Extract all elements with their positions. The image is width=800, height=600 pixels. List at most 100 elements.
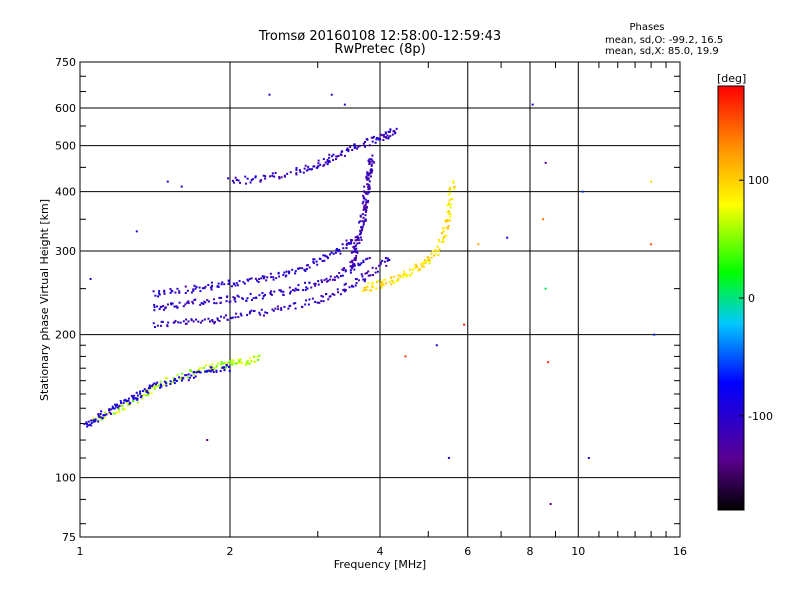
echo-point <box>181 372 184 375</box>
echo-point <box>87 420 90 423</box>
echo-point <box>448 192 451 195</box>
echo-point <box>280 176 283 179</box>
echo-point <box>254 277 257 280</box>
echo-point <box>262 277 265 280</box>
colorbar-tick-label: 100 <box>748 174 769 187</box>
echo-point <box>215 365 218 368</box>
echo-point <box>283 305 286 308</box>
colorbar-label: [deg] <box>717 72 746 85</box>
echo-point <box>397 277 400 280</box>
echo-point <box>367 159 370 162</box>
echo-point <box>160 384 163 387</box>
echo-point <box>219 315 222 318</box>
echo-point <box>207 283 210 286</box>
echo-point <box>544 161 547 164</box>
echo-point <box>158 292 161 295</box>
echo-point <box>301 306 304 309</box>
x-tick-label: 1 <box>77 545 84 558</box>
echo-point <box>153 386 156 389</box>
echo-point <box>110 408 113 411</box>
echo-point <box>282 273 285 276</box>
echo-point <box>122 402 125 405</box>
echo-point <box>443 234 446 237</box>
echo-point <box>353 264 356 267</box>
echo-point <box>273 175 276 178</box>
echo-point <box>277 272 280 275</box>
echo-point <box>198 370 201 373</box>
echo-point <box>367 186 370 189</box>
echo-point <box>170 302 173 305</box>
echo-point <box>544 287 547 290</box>
echo-point <box>104 411 107 414</box>
echo-point <box>339 252 342 255</box>
echo-point <box>356 235 359 238</box>
echo-point <box>385 264 388 267</box>
echo-point <box>207 300 210 303</box>
echo-point <box>327 279 330 282</box>
echo-point <box>260 308 263 311</box>
echo-point <box>173 305 176 308</box>
echo-point <box>200 367 203 370</box>
echo-point <box>354 236 357 239</box>
echo-point <box>435 344 438 347</box>
echo-point <box>353 268 356 271</box>
echo-point <box>139 392 142 395</box>
echo-point <box>160 320 163 323</box>
echo-point <box>295 173 298 176</box>
echo-point <box>446 204 449 207</box>
echo-point <box>127 397 130 400</box>
chart-title: Tromsø 20160108 12:58:00-12:59:43 <box>258 29 501 44</box>
echo-point <box>151 383 154 386</box>
echo-point <box>210 288 213 291</box>
echo-point <box>227 361 230 364</box>
echo-point <box>156 305 159 308</box>
echo-point <box>379 261 382 264</box>
echo-point <box>161 320 164 323</box>
echo-point <box>351 263 354 266</box>
echo-point <box>169 383 172 386</box>
chart-subtitle: RwPretec (8p) <box>334 42 425 57</box>
echo-point <box>256 279 259 282</box>
echo-point <box>173 321 176 324</box>
echo-point <box>288 305 291 308</box>
echo-point <box>190 291 193 294</box>
echo-point <box>362 200 365 203</box>
echo-point <box>365 191 368 194</box>
echo-point <box>366 172 369 175</box>
echo-point <box>311 297 314 300</box>
echo-point <box>162 383 165 386</box>
echo-point <box>375 267 378 270</box>
echo-point <box>307 264 310 267</box>
echo-point <box>274 307 277 310</box>
echo-point <box>295 172 298 175</box>
echo-point <box>305 286 308 289</box>
echo-point <box>326 257 329 260</box>
echo-point <box>232 181 235 184</box>
echo-point <box>198 367 201 370</box>
echo-point <box>388 280 391 283</box>
echo-point <box>187 300 190 303</box>
echo-point <box>129 401 132 404</box>
x-tick-label: 4 <box>377 545 384 558</box>
echo-point <box>103 414 106 417</box>
echo-point <box>114 403 117 406</box>
echo-point <box>403 274 406 277</box>
echo-point <box>219 301 222 304</box>
echo-point <box>357 263 360 266</box>
echo-point <box>250 359 253 362</box>
echo-point <box>252 297 255 300</box>
echo-point <box>272 276 275 279</box>
echo-point <box>170 303 173 306</box>
echo-point <box>353 262 356 265</box>
echo-point <box>154 326 157 329</box>
echo-point <box>337 276 340 279</box>
echo-point <box>357 239 360 242</box>
echo-point <box>262 174 265 177</box>
echo-point <box>370 158 373 161</box>
echo-point <box>261 297 264 300</box>
echo-point <box>178 290 181 293</box>
echo-point <box>223 366 226 369</box>
echo-point <box>123 399 126 402</box>
echo-point <box>258 311 261 314</box>
echo-point <box>207 317 210 320</box>
